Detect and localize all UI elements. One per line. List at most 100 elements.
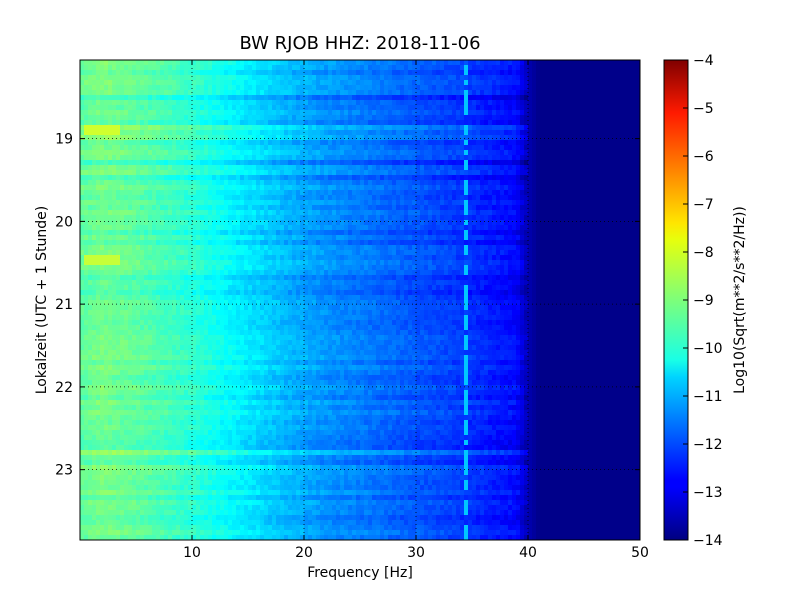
- heatmap-cell: [280, 135, 285, 141]
- heatmap-cell: [416, 80, 421, 86]
- heatmap-cell: [564, 195, 569, 201]
- heatmap-cell: [568, 225, 573, 231]
- heatmap-cell: [424, 205, 429, 211]
- heatmap-cell: [140, 80, 145, 86]
- heatmap-cell: [496, 80, 501, 86]
- heatmap-cell: [564, 165, 569, 171]
- heatmap-cell: [320, 230, 325, 236]
- heatmap-cell: [596, 230, 601, 236]
- heatmap-cell: [396, 75, 401, 81]
- heatmap-cell: [436, 95, 441, 101]
- heatmap-cell: [448, 210, 453, 216]
- heatmap-cell: [420, 60, 425, 66]
- heatmap-cell: [436, 135, 441, 141]
- heatmap-cell: [328, 230, 333, 236]
- heatmap-cell: [608, 80, 613, 86]
- heatmap-cell: [196, 190, 201, 196]
- heatmap-cell: [580, 225, 585, 231]
- heatmap-cell: [128, 170, 133, 176]
- heatmap-cell: [224, 170, 229, 176]
- heatmap-cell: [480, 85, 485, 91]
- heatmap-cell: [136, 60, 141, 66]
- heatmap-cell: [416, 190, 421, 196]
- heatmap-cell: [592, 220, 597, 226]
- heatmap-cell: [432, 225, 437, 231]
- heatmap-cell: [560, 110, 565, 116]
- heatmap-cell: [320, 135, 325, 141]
- heatmap-cell: [140, 205, 145, 211]
- heatmap-cell: [136, 100, 141, 106]
- heatmap-cell: [624, 110, 629, 116]
- heatmap-cell: [628, 155, 633, 161]
- heatmap-cell: [196, 235, 201, 241]
- heatmap-cell: [128, 185, 133, 191]
- heatmap-cell: [340, 135, 345, 141]
- heatmap-cell: [376, 220, 381, 226]
- heatmap-cell: [176, 135, 181, 141]
- heatmap-cell: [552, 175, 557, 181]
- heatmap-cell: [488, 150, 493, 156]
- heatmap-cell: [476, 180, 481, 186]
- heatmap-cell: [568, 120, 573, 126]
- heatmap-cell: [260, 150, 265, 156]
- heatmap-cell: [636, 190, 640, 196]
- heatmap-cell: [252, 140, 257, 146]
- heatmap-cell: [136, 170, 141, 176]
- heatmap-cell: [124, 235, 129, 241]
- heatmap-cell: [416, 180, 421, 186]
- heatmap-cell: [260, 170, 265, 176]
- heatmap-cell: [536, 145, 541, 151]
- heatmap-cell: [528, 90, 533, 96]
- heatmap-cell: [176, 175, 181, 181]
- heatmap-cell: [428, 190, 433, 196]
- heatmap-cell: [208, 185, 213, 191]
- heatmap-cell: [348, 190, 353, 196]
- heatmap-cell: [284, 210, 289, 216]
- heatmap-cell: [84, 120, 89, 126]
- heatmap-cell: [388, 145, 393, 151]
- heatmap-cell: [296, 135, 301, 141]
- heatmap-cell: [540, 225, 545, 231]
- heatmap-cell: [504, 220, 509, 226]
- heatmap-cell: [292, 75, 297, 81]
- heatmap-cell: [636, 95, 640, 101]
- heatmap-cell: [380, 75, 385, 81]
- heatmap-cell: [612, 220, 617, 226]
- heatmap-cell: [292, 215, 297, 221]
- heatmap-cell: [272, 210, 277, 216]
- heatmap-cell: [448, 80, 453, 86]
- heatmap-cell: [528, 150, 533, 156]
- heatmap-cell: [296, 70, 301, 76]
- heatmap-cell: [248, 115, 253, 121]
- heatmap-cell: [108, 65, 113, 71]
- heatmap-cell: [316, 110, 321, 116]
- heatmap-cell: [452, 155, 457, 161]
- heatmap-cell: [332, 95, 337, 101]
- heatmap-cell: [556, 85, 561, 91]
- heatmap-cell: [632, 190, 637, 196]
- heatmap-cell: [212, 200, 217, 206]
- heatmap-cell: [592, 160, 597, 166]
- heatmap-cell: [628, 165, 633, 171]
- heatmap-cell: [276, 165, 281, 171]
- heatmap-cell: [288, 205, 293, 211]
- heatmap-cell: [320, 70, 325, 76]
- heatmap-cell: [616, 95, 621, 101]
- heatmap-cell: [236, 70, 241, 76]
- heatmap-cell: [172, 75, 177, 81]
- heatmap-cell: [96, 205, 101, 211]
- heatmap-cell: [160, 105, 165, 111]
- heatmap-cell: [264, 70, 269, 76]
- heatmap-cell: [272, 90, 277, 96]
- heatmap-cell: [392, 150, 397, 156]
- heatmap-cell: [456, 205, 461, 211]
- heatmap-cell: [204, 160, 209, 166]
- heatmap-cell: [80, 190, 85, 196]
- heatmap-cell: [284, 90, 289, 96]
- heatmap-cell: [548, 205, 553, 211]
- heatmap-cell: [272, 185, 277, 191]
- heatmap-cell: [596, 65, 601, 71]
- heatmap-cell: [112, 100, 117, 106]
- heatmap-cell: [552, 130, 557, 136]
- heatmap-cell: [324, 155, 329, 161]
